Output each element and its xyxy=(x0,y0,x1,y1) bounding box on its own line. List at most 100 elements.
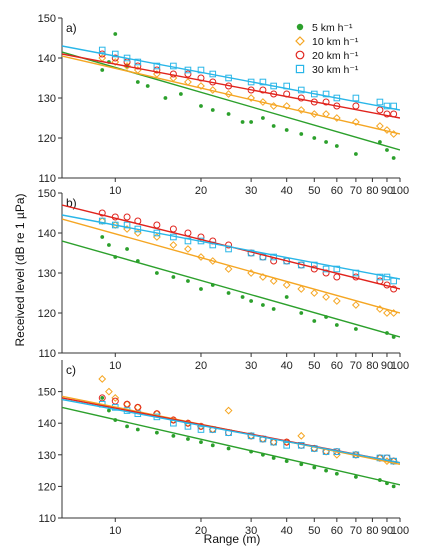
y-tick-label: 110 xyxy=(38,173,56,185)
data-point xyxy=(153,221,161,229)
data-point xyxy=(391,484,396,489)
data-point xyxy=(324,140,328,144)
series-2 xyxy=(98,375,398,466)
series-2 xyxy=(98,54,398,138)
legend-marker xyxy=(295,64,305,74)
data-point xyxy=(352,102,360,110)
data-point xyxy=(383,110,391,118)
y-tick-label: 140 xyxy=(38,228,56,240)
x-tick-label: 90 xyxy=(381,525,393,537)
data-point xyxy=(153,62,161,70)
data-point xyxy=(283,442,290,449)
data-point xyxy=(134,58,142,66)
legend-label: 5 km h⁻¹ xyxy=(312,22,353,34)
x-tick-label: 10 xyxy=(109,185,121,197)
data-point xyxy=(100,235,105,239)
data-point xyxy=(378,140,382,144)
y-tick-label: 140 xyxy=(38,418,56,430)
data-point xyxy=(310,110,319,118)
data-point xyxy=(271,307,276,311)
x-tick-label: 70 xyxy=(350,360,362,372)
data-point xyxy=(184,245,192,253)
fit-line xyxy=(62,45,400,111)
data-point xyxy=(271,124,276,128)
data-point xyxy=(240,295,245,299)
data-point xyxy=(100,68,105,72)
legend-marker xyxy=(295,36,305,46)
legend-label: 30 km h⁻¹ xyxy=(312,64,359,76)
data-point xyxy=(226,291,231,295)
x-tick-label: 70 xyxy=(350,185,362,197)
data-point xyxy=(197,253,205,261)
data-point xyxy=(226,446,231,451)
data-point xyxy=(98,394,106,402)
data-point xyxy=(111,394,120,402)
data-point xyxy=(171,275,176,279)
panel-label: c) xyxy=(66,363,76,377)
x-tick-label: 100 xyxy=(391,525,409,537)
data-point xyxy=(178,92,183,96)
data-point xyxy=(210,108,215,112)
data-point xyxy=(269,277,278,285)
y-tick-label: 150 xyxy=(38,387,56,399)
x-tick-label: 20 xyxy=(195,360,207,372)
data-point xyxy=(297,94,305,102)
legend-marker xyxy=(295,50,305,60)
x-tick-label: 90 xyxy=(381,185,393,197)
x-tick-label: 100 xyxy=(391,360,409,372)
plot-area xyxy=(62,375,400,489)
data-point xyxy=(226,112,231,116)
fit-line xyxy=(62,240,400,338)
data-point xyxy=(353,327,358,331)
data-point xyxy=(270,257,278,265)
series-1 xyxy=(100,396,396,489)
series-2 xyxy=(98,217,398,317)
legend-item: 10 km h⁻¹ xyxy=(295,36,359,48)
data-point xyxy=(154,271,159,275)
data-point xyxy=(299,462,304,467)
data-point xyxy=(98,375,107,383)
data-point xyxy=(135,80,140,84)
data-point xyxy=(113,32,118,36)
data-point xyxy=(376,106,384,114)
data-point xyxy=(153,66,161,74)
x-axis-label: Range (m) xyxy=(204,532,261,546)
data-point xyxy=(284,295,289,299)
data-point xyxy=(353,152,358,156)
data-point xyxy=(171,433,176,438)
y-tick-label: 120 xyxy=(38,481,56,493)
legend-item: 30 km h⁻¹ xyxy=(295,64,359,76)
data-point xyxy=(169,241,178,249)
x-tick-label: 90 xyxy=(381,360,393,372)
y-tick-label: 130 xyxy=(38,93,56,105)
data-point xyxy=(145,84,150,88)
fit-line xyxy=(62,53,400,119)
data-point xyxy=(259,253,267,261)
x-tick-label: 10 xyxy=(109,360,121,372)
data-point xyxy=(299,132,304,136)
plot-area xyxy=(62,204,400,339)
data-point xyxy=(391,156,396,160)
x-tick-label: 50 xyxy=(308,360,320,372)
data-point xyxy=(282,102,291,110)
panel-label: b) xyxy=(66,196,77,210)
x-tick-label: 30 xyxy=(245,185,257,197)
data-point xyxy=(98,209,106,217)
data-point xyxy=(297,106,306,114)
x-tick-label: 80 xyxy=(366,360,378,372)
data-point xyxy=(258,98,267,106)
x-tick-label: 20 xyxy=(195,525,207,537)
data-point xyxy=(390,285,398,293)
data-point xyxy=(259,78,267,86)
data-point xyxy=(186,437,190,441)
data-point xyxy=(282,281,291,289)
data-point xyxy=(98,217,106,225)
fit-line xyxy=(62,406,400,486)
data-point xyxy=(324,468,328,473)
x-tick-label: 40 xyxy=(281,360,293,372)
data-point xyxy=(169,225,177,233)
panel-label: a) xyxy=(66,21,77,35)
x-tick-label: 30 xyxy=(245,525,257,537)
